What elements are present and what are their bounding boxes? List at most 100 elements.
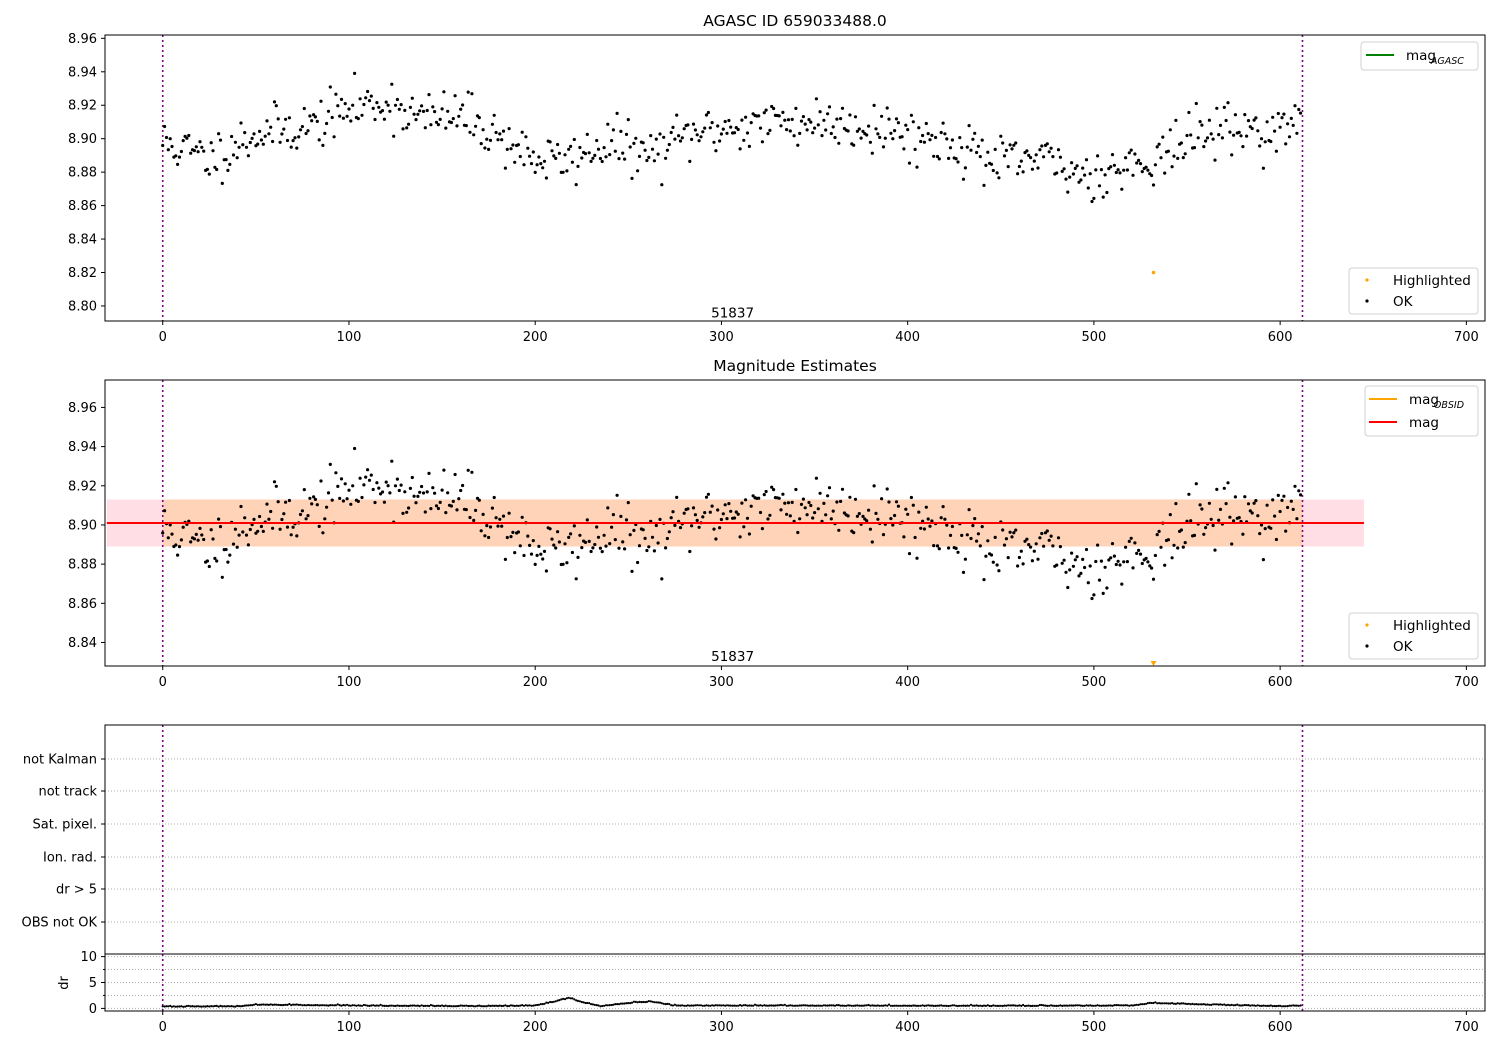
data-point-ok bbox=[1058, 155, 1062, 159]
data-point-ok bbox=[975, 539, 979, 543]
data-point-ok bbox=[177, 155, 182, 159]
data-point-dr bbox=[463, 1004, 466, 1007]
data-point-ok bbox=[557, 151, 562, 155]
data-point-ok bbox=[1097, 184, 1102, 188]
data-point-ok bbox=[1002, 154, 1007, 158]
data-point-ok bbox=[477, 498, 481, 502]
data-point-dr bbox=[275, 1003, 278, 1006]
data-point-ok bbox=[261, 529, 265, 534]
data-point-dr bbox=[569, 997, 572, 1000]
data-point-ok bbox=[835, 117, 839, 121]
data-point-ok bbox=[289, 145, 293, 149]
data-point-dr bbox=[163, 1005, 166, 1008]
data-point-dr bbox=[902, 1004, 906, 1007]
data-point-dr bbox=[716, 1004, 719, 1007]
data-point-dr bbox=[1266, 1004, 1269, 1008]
y-tick-label: 8.94 bbox=[68, 65, 97, 80]
data-point-dr bbox=[362, 1003, 365, 1007]
data-point-dr bbox=[873, 1004, 876, 1007]
data-point-ok bbox=[284, 500, 288, 504]
data-point-ok bbox=[490, 506, 494, 510]
data-point-ok bbox=[634, 136, 638, 140]
data-point-ok bbox=[561, 170, 565, 174]
data-point-ok bbox=[904, 123, 908, 127]
data-point-ok bbox=[729, 509, 733, 513]
data-point-ok bbox=[1276, 111, 1280, 116]
data-point-ok bbox=[1029, 156, 1033, 160]
data-point-dr bbox=[375, 1004, 378, 1007]
data-point-dr bbox=[1299, 1004, 1302, 1007]
data-point-ok bbox=[738, 535, 742, 539]
data-point-dr bbox=[1107, 1004, 1110, 1007]
data-point-dr bbox=[1295, 1004, 1298, 1007]
legend-frame bbox=[1348, 612, 1479, 660]
data-point-ok bbox=[1274, 537, 1278, 542]
data-point-ok bbox=[557, 540, 562, 544]
data-point-ok bbox=[1071, 564, 1075, 568]
data-point-dr bbox=[833, 1004, 837, 1007]
data-point-dr bbox=[634, 1000, 637, 1004]
data-point-ok bbox=[217, 132, 221, 136]
data-point-dr bbox=[817, 1004, 820, 1007]
data-point-dr bbox=[724, 1004, 727, 1007]
y-tick-label: 8.94 bbox=[68, 440, 97, 455]
data-point-ok bbox=[677, 134, 681, 138]
data-point-ok bbox=[298, 128, 303, 132]
data-point-ok bbox=[470, 92, 474, 96]
data-point-dr bbox=[1022, 1003, 1025, 1007]
data-point-ok bbox=[948, 533, 953, 538]
data-point-ok bbox=[608, 153, 612, 157]
data-point-ok bbox=[662, 135, 666, 139]
data-point-ok bbox=[524, 135, 528, 139]
data-point-ok bbox=[449, 504, 453, 508]
data-point-ok bbox=[861, 129, 865, 133]
data-point-ok bbox=[1265, 120, 1269, 124]
data-point-ok bbox=[1146, 560, 1150, 564]
y-tick-label: 8.96 bbox=[68, 32, 97, 47]
data-point-ok bbox=[1064, 570, 1068, 574]
data-point-ok bbox=[1055, 171, 1059, 175]
data-point-ok bbox=[362, 483, 366, 487]
data-point-ok bbox=[349, 502, 353, 506]
data-point-ok bbox=[1207, 118, 1211, 122]
annotation-label: 51837 bbox=[711, 306, 754, 322]
data-point-ok bbox=[541, 166, 545, 170]
data-point-ok bbox=[1131, 566, 1135, 570]
data-point-ok bbox=[1060, 169, 1064, 173]
data-point-dr bbox=[174, 1005, 177, 1008]
data-point-dr bbox=[1072, 1004, 1075, 1007]
data-point-ok bbox=[660, 183, 664, 187]
data-point-ok bbox=[861, 514, 865, 519]
data-point-ok bbox=[509, 535, 513, 539]
data-point-ok bbox=[853, 497, 858, 501]
data-point-ok bbox=[531, 539, 535, 543]
data-point-ok bbox=[1127, 539, 1131, 544]
data-point-dr bbox=[537, 1003, 541, 1006]
data-point-dr bbox=[1042, 1004, 1045, 1007]
data-point-ok bbox=[926, 132, 930, 136]
data-point-ok bbox=[1241, 532, 1245, 536]
data-point-ok bbox=[187, 133, 191, 138]
data-point-ok bbox=[295, 534, 299, 538]
data-point-ok bbox=[1226, 481, 1230, 485]
data-point-ok bbox=[1068, 568, 1072, 572]
data-point-dr bbox=[426, 1004, 429, 1007]
data-point-dr bbox=[247, 1004, 250, 1007]
data-point-ok bbox=[550, 537, 554, 541]
data-point-ok bbox=[878, 135, 882, 139]
data-point-ok bbox=[1109, 556, 1113, 560]
data-point-ok bbox=[539, 162, 543, 166]
data-point-ok bbox=[831, 125, 835, 129]
data-point-ok bbox=[894, 117, 899, 121]
data-point-ok bbox=[930, 519, 934, 523]
data-point-dr bbox=[874, 1004, 878, 1007]
data-point-ok bbox=[468, 130, 472, 134]
data-point-dr bbox=[182, 1005, 185, 1008]
data-point-ok bbox=[758, 126, 763, 130]
y-tick-label: 8.92 bbox=[68, 479, 97, 494]
data-point-ok bbox=[306, 129, 310, 133]
data-point-ok bbox=[604, 155, 608, 159]
data-point-dr bbox=[286, 1003, 289, 1007]
data-point-ok bbox=[416, 494, 420, 498]
